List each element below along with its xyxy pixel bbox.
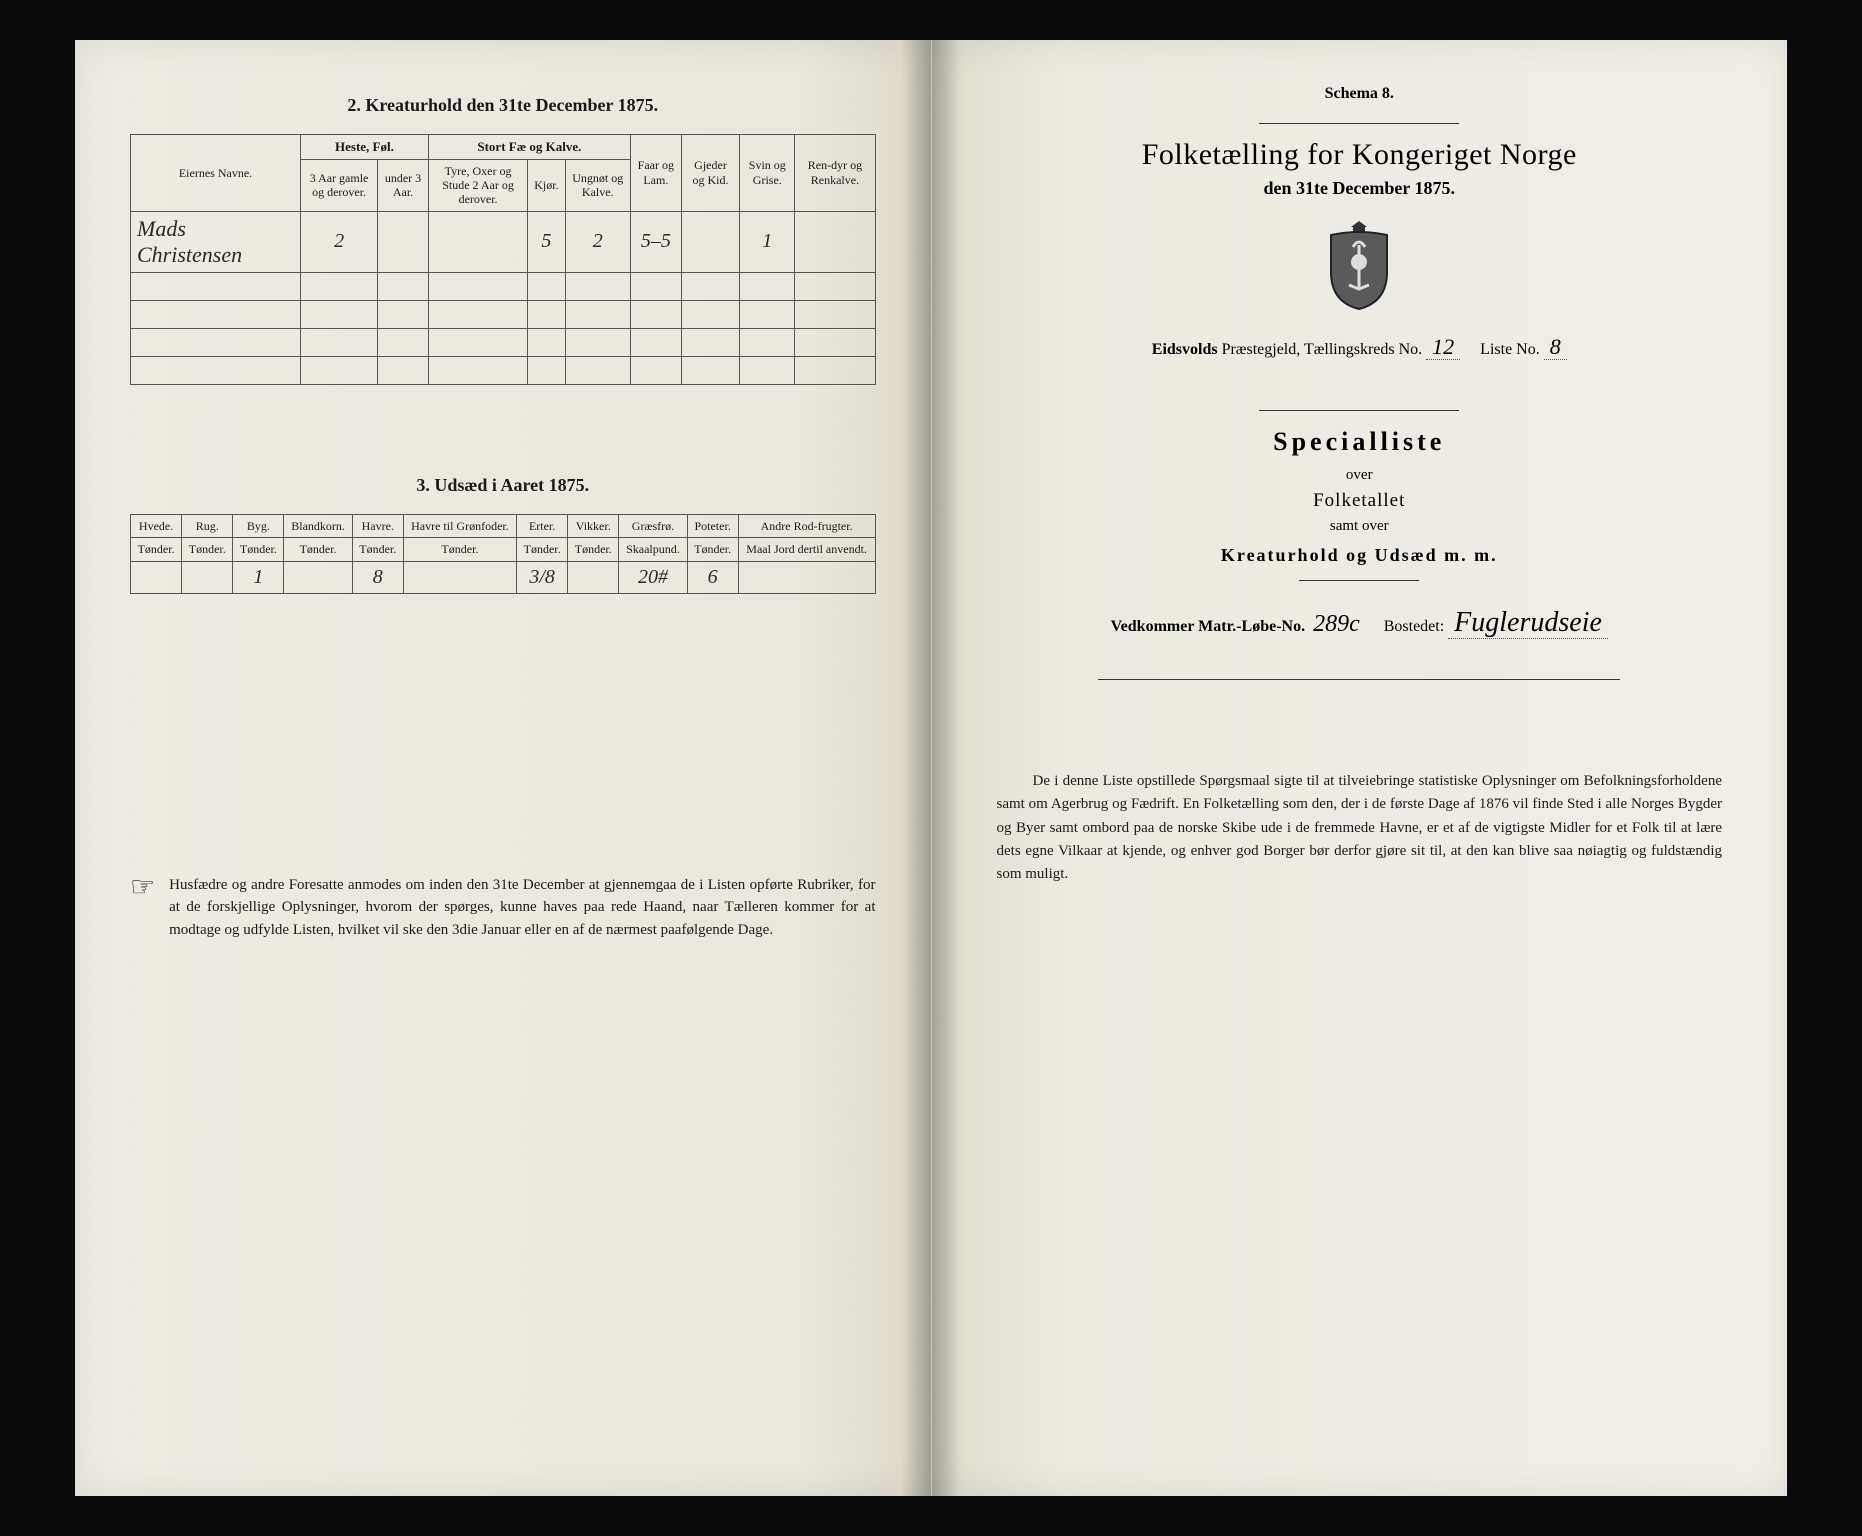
table-row [131, 300, 876, 328]
book-spread: 2. Kreaturhold den 31te December 1875. E… [75, 40, 1787, 1496]
thu-pot: Tønder. [687, 538, 738, 561]
cell-h2 [378, 211, 429, 272]
cell-bland [284, 561, 352, 593]
th-erter: Erter. [517, 514, 568, 537]
cell-havregr [403, 561, 516, 593]
thu-vikker: Tønder. [568, 538, 619, 561]
praeste-label: Præstegjeld, Tællingskreds No. [1222, 341, 1423, 358]
over-label: over [987, 467, 1733, 484]
th-s2: Kjør. [528, 159, 565, 211]
table-row: Mads Christensen 2 5 2 5–5 1 [131, 211, 876, 272]
th-vikker: Vikker. [568, 514, 619, 537]
kreds-no: 12 [1426, 334, 1460, 360]
th-stort: Stort Fæ og Kalve. [428, 135, 630, 160]
thu-erter: Tønder. [517, 538, 568, 561]
th-gjed: Gjeder og Kid. [681, 135, 739, 212]
main-subtitle: den 31te December 1875. [987, 178, 1733, 199]
bostedet-value: Fuglerudseie [1448, 607, 1608, 639]
coat-of-arms-icon [987, 217, 1733, 312]
thu-havregr: Tønder. [403, 538, 516, 561]
th-bland: Blandkorn. [284, 514, 352, 537]
parish-name: Eidsvolds [1152, 341, 1218, 358]
thu-bland: Tønder. [284, 538, 352, 561]
pointing-hand-icon: ☞ [130, 874, 155, 942]
th-rug: Rug. [182, 514, 233, 537]
table-row [131, 272, 876, 300]
liste-no: 8 [1544, 334, 1567, 360]
cell-faar: 5–5 [630, 211, 681, 272]
th-svin: Svin og Grise. [740, 135, 795, 212]
table-row: 1 8 3/8 20# 6 [131, 561, 876, 593]
samt-label: samt over [987, 518, 1733, 535]
scan-background: 2. Kreaturhold den 31te December 1875. E… [0, 0, 1862, 1536]
th-s1: Tyre, Oxer og Stude 2 Aar og derover. [428, 159, 527, 211]
cell-havre: 8 [352, 561, 403, 593]
th-faar: Faar og Lam. [630, 135, 681, 212]
schema-label: Schema 8. [987, 85, 1733, 103]
cell-s2: 5 [528, 211, 565, 272]
divider [1259, 123, 1459, 124]
footnote-text: Husfædre og andre Foresatte anmodes om i… [169, 874, 875, 942]
th-h2: under 3 Aar. [378, 159, 429, 211]
cell-pot: 6 [687, 561, 738, 593]
left-footnote: ☞ Husfædre og andre Foresatte anmodes om… [130, 874, 876, 942]
cell-s1 [428, 211, 527, 272]
matr-line: Vedkommer Matr.-Løbe-No. 289c Bostedet: … [987, 607, 1733, 639]
cell-hvede [131, 561, 182, 593]
th-heste: Heste, Føl. [301, 135, 429, 160]
liste-label: Liste No. [1480, 341, 1540, 358]
thu-rug: Tønder. [182, 538, 233, 561]
thu-graes: Skaalpund. [619, 538, 687, 561]
table-row [131, 328, 876, 356]
cell-vikker [568, 561, 619, 593]
long-divider [1098, 679, 1620, 680]
folketallet-label: Folketallet [987, 490, 1733, 512]
divider [1299, 580, 1419, 581]
th-pot: Poteter. [687, 514, 738, 537]
right-footnote: De i denne Liste opstillede Spørgsmaal s… [987, 770, 1733, 886]
th-byg: Byg. [233, 514, 284, 537]
th-havre: Havre. [352, 514, 403, 537]
left-page: 2. Kreaturhold den 31te December 1875. E… [75, 40, 932, 1496]
cell-gjed [681, 211, 739, 272]
th-h1: 3 Aar gamle og derover. [301, 159, 378, 211]
cell-h1: 2 [301, 211, 378, 272]
specialliste-title: Specialliste [987, 427, 1733, 457]
livestock-table: Eiernes Navne. Heste, Føl. Stort Fæ og K… [130, 134, 876, 385]
main-title: Folketælling for Kongeriget Norge [987, 138, 1733, 172]
th-havregr: Havre til Grønfoder. [403, 514, 516, 537]
thu-havre: Tønder. [352, 538, 403, 561]
th-andre: Andre Rod-frugter. [738, 514, 875, 537]
right-page: Schema 8. Folketælling for Kongeriget No… [932, 40, 1788, 1496]
cell-andre [738, 561, 875, 593]
section2-title: 2. Kreaturhold den 31te December 1875. [130, 95, 876, 116]
matr-label: Vedkommer Matr.-Løbe-No. [1111, 618, 1306, 635]
cell-s3: 2 [565, 211, 630, 272]
th-s3: Ungnøt og Kalve. [565, 159, 630, 211]
thu-andre: Maal Jord dertil anvendt. [738, 538, 875, 561]
bostedet-label: Bostedet: [1384, 618, 1444, 635]
section3-title: 3. Udsæd i Aaret 1875. [130, 475, 876, 496]
matr-no: 289c [1309, 611, 1364, 637]
seed-table: Hvede. Rug. Byg. Blandkorn. Havre. Havre… [130, 514, 876, 594]
cell-rug [182, 561, 233, 593]
th-hvede: Hvede. [131, 514, 182, 537]
th-graes: Græsfrø. [619, 514, 687, 537]
cell-owner: Mads Christensen [131, 211, 301, 272]
spine-shadow-right [932, 40, 962, 1496]
th-owner: Eiernes Navne. [131, 135, 301, 212]
thu-byg: Tønder. [233, 538, 284, 561]
table-row [131, 356, 876, 384]
cell-byg: 1 [233, 561, 284, 593]
parish-line: Eidsvolds Præstegjeld, Tællingskreds No.… [987, 334, 1733, 360]
kreatur-label: Kreaturhold og Udsæd m. m. [987, 545, 1733, 566]
divider [1259, 410, 1459, 411]
cell-svin: 1 [740, 211, 795, 272]
cell-ren [795, 211, 875, 272]
thu-hvede: Tønder. [131, 538, 182, 561]
spine-shadow-left [901, 40, 931, 1496]
cell-erter: 3/8 [517, 561, 568, 593]
th-ren: Ren-dyr og Renkalve. [795, 135, 875, 212]
cell-graes: 20# [619, 561, 687, 593]
